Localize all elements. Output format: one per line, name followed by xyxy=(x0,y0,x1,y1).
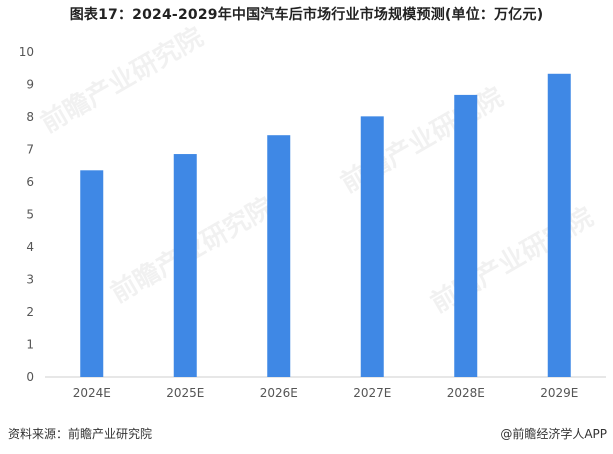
x-tick-label: 2026E xyxy=(260,386,298,400)
y-tick-label: 2 xyxy=(26,305,34,319)
x-tick-label: 2025E xyxy=(166,386,204,400)
y-tick-label: 10 xyxy=(19,45,34,59)
bar-2025E xyxy=(173,154,197,377)
bars xyxy=(80,73,571,378)
bar-2028E xyxy=(454,94,478,378)
y-tick-label: 1 xyxy=(26,338,34,352)
bar-2026E xyxy=(267,135,291,377)
x-tick-label: 2027E xyxy=(353,386,391,400)
chart-title: 图表17：2024-2029年中国汽车后市场行业市场规模预测(单位：万亿元) xyxy=(69,7,544,23)
y-tick-label: 7 xyxy=(26,143,34,157)
bar-2024E xyxy=(80,170,104,377)
y-tick-label: 3 xyxy=(26,273,34,287)
source-note: 资料来源：前瞻产业研究院 xyxy=(8,427,153,441)
x-tick-label: 2024E xyxy=(73,386,111,400)
y-axis: 0 1 2 3 4 5 6 7 8 9 10 xyxy=(19,45,34,384)
x-axis: 2024E 2025E 2026E 2027E 2028E 2029E xyxy=(73,386,579,400)
x-tick-label: 2028E xyxy=(447,386,485,400)
y-tick-label: 9 xyxy=(26,78,34,92)
y-tick-label: 5 xyxy=(26,208,34,222)
bar-2029E xyxy=(547,73,571,378)
y-tick-label: 0 xyxy=(26,370,34,384)
brand-label: @前瞻经济学人APP xyxy=(500,427,607,441)
y-tick-label: 6 xyxy=(26,175,34,189)
y-tick-label: 4 xyxy=(26,240,34,254)
y-tick-label: 8 xyxy=(26,110,34,124)
bar-2027E xyxy=(360,116,384,377)
x-tick-label: 2029E xyxy=(540,386,578,400)
